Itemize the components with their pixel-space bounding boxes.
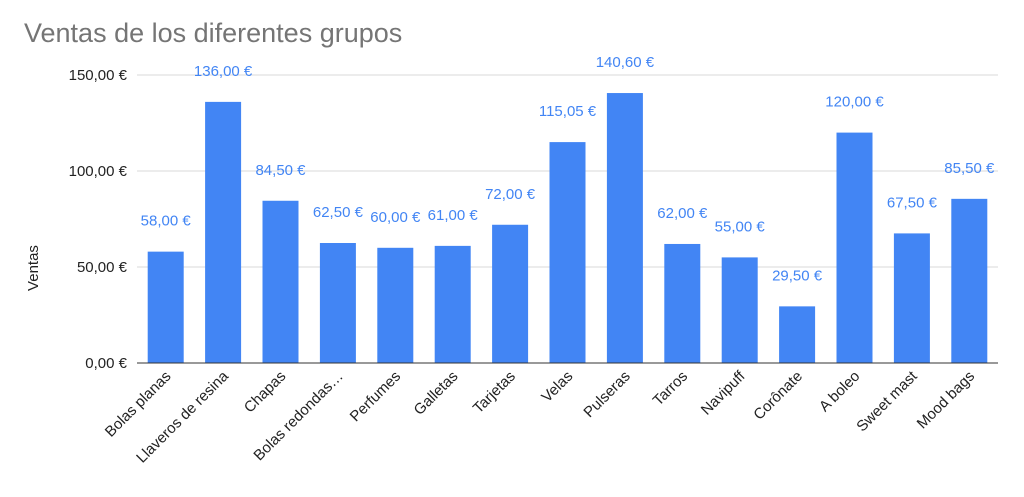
data-label: 55,00 € bbox=[715, 218, 766, 235]
y-axis-title: Ventas bbox=[25, 245, 42, 291]
y-axis-ticks: 0,00 € 50,00 € 100,00 € 150,00 € bbox=[69, 67, 128, 372]
data-label: 85,50 € bbox=[944, 160, 995, 177]
bar bbox=[377, 247, 414, 363]
data-label: 140,60 € bbox=[596, 54, 655, 71]
bar bbox=[262, 200, 299, 363]
data-label: 84,50 € bbox=[255, 162, 306, 179]
x-category-label: A boleo bbox=[816, 368, 863, 415]
x-category-label: Navipuff bbox=[698, 367, 749, 418]
bar bbox=[606, 93, 643, 363]
x-category-label: Velas bbox=[538, 368, 576, 406]
data-label: 29,50 € bbox=[772, 267, 823, 284]
chart-title: Ventas de los diferentes grupos bbox=[24, 18, 403, 48]
bar bbox=[549, 142, 586, 363]
y-tick-label: 0,00 € bbox=[85, 355, 127, 372]
x-category-label: Tarros bbox=[650, 368, 691, 409]
data-label: 136,00 € bbox=[194, 63, 253, 80]
bar bbox=[434, 245, 471, 363]
x-category-label: Tarjetas bbox=[470, 368, 519, 417]
bar bbox=[205, 101, 242, 363]
data-label: 72,00 € bbox=[485, 186, 536, 203]
data-label: 120,00 € bbox=[825, 94, 884, 111]
x-category-label: Pulseras bbox=[580, 368, 633, 421]
x-category-label: Mood bags bbox=[914, 368, 979, 433]
data-labels: 58,00 € 136,00 € 84,50 € 62,50 € 60,00 € 61,0… bbox=[141, 54, 995, 284]
x-category-label: Chapas bbox=[241, 368, 290, 417]
data-label: 61,00 € bbox=[428, 207, 479, 224]
bar bbox=[664, 243, 701, 363]
bar bbox=[319, 243, 356, 363]
bars bbox=[147, 93, 988, 363]
bar bbox=[779, 306, 816, 363]
x-category-label: Sweet mast bbox=[853, 367, 921, 435]
y-tick-label: 150,00 € bbox=[69, 67, 128, 84]
y-tick-label: 100,00 € bbox=[69, 163, 128, 180]
data-label: 62,50 € bbox=[313, 204, 364, 221]
bar bbox=[492, 224, 529, 363]
data-label: 58,00 € bbox=[141, 213, 192, 230]
bar bbox=[721, 257, 758, 363]
y-tick-label: 50,00 € bbox=[77, 259, 128, 276]
bar bbox=[951, 198, 988, 363]
data-label: 60,00 € bbox=[370, 209, 421, 226]
data-label: 115,05 € bbox=[539, 103, 597, 120]
data-label: 62,00 € bbox=[657, 205, 708, 222]
bar bbox=[836, 132, 873, 363]
x-category-label: Corônate bbox=[750, 368, 806, 424]
x-category-label: Perfumes bbox=[347, 368, 404, 425]
bar bbox=[893, 233, 930, 363]
x-category-label: Galletas bbox=[411, 368, 462, 419]
data-label: 67,50 € bbox=[887, 194, 938, 211]
bar bbox=[147, 251, 184, 363]
